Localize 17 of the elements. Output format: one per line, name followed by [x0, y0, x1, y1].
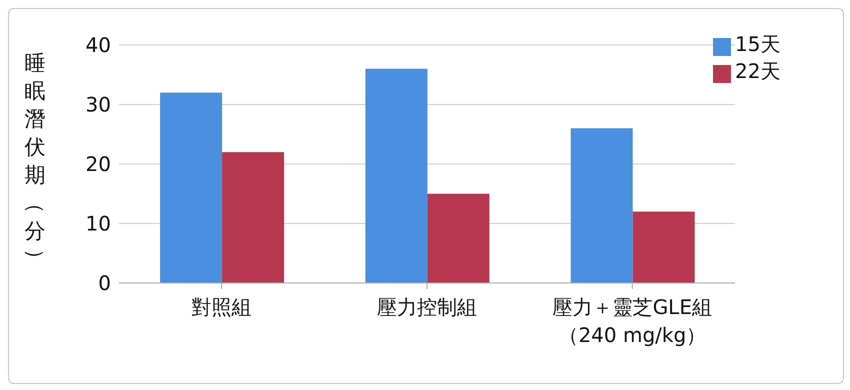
- x-tick-label: 壓力＋靈芝GLE組（240 mg/kg）: [552, 294, 713, 349]
- y-tick-label: 0: [98, 271, 111, 296]
- y-tick-label: 40: [86, 33, 111, 58]
- bar: [632, 212, 695, 283]
- y-tick-label: 10: [86, 212, 111, 236]
- bar: [365, 68, 428, 283]
- bar: [160, 92, 222, 283]
- legend-label: 15天: [735, 32, 780, 56]
- x-tick-label: 對照組: [190, 294, 253, 321]
- y-tick-label: 20: [86, 152, 111, 176]
- y-axis-title: 睡眠潛伏期（分）: [22, 50, 48, 270]
- bar: [570, 128, 633, 283]
- legend-label: 22天: [735, 59, 780, 83]
- bar: [222, 152, 284, 283]
- bar: [427, 194, 490, 283]
- y-tick-label: 30: [86, 92, 111, 117]
- x-tick-label: 壓力控制組: [376, 294, 478, 321]
